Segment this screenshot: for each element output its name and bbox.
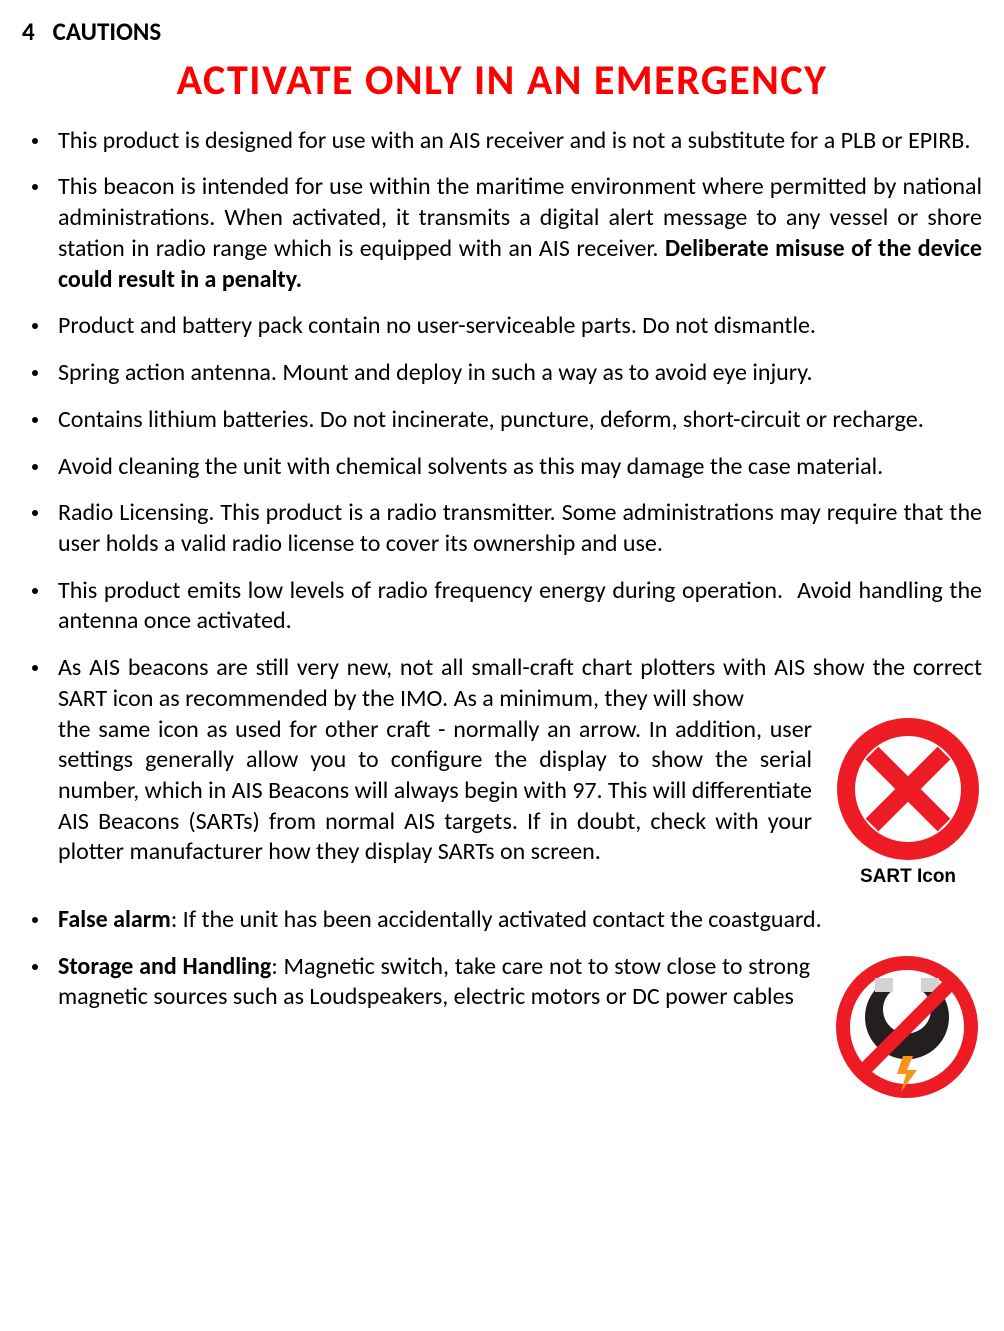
list-item: As AIS beacons are still very new, not a… [32,653,982,889]
no-magnet-icon [832,952,982,1102]
caution-text: This product emits low levels of radio f… [58,576,783,605]
caution-text: Contains lithium batteries. Do not incin… [58,405,924,434]
sart-icon-caption: SART Icon [834,865,982,889]
emergency-warning: ACTIVATE ONLY IN AN EMERGENCY [22,54,982,108]
list-item: Avoid cleaning the unit with chemical so… [32,452,982,483]
list-item: Contains lithium batteries. Do not incin… [32,405,982,436]
caution-label: Storage and Handling [58,952,271,981]
no-magnet-icon-block [832,952,982,1102]
list-item: False alarm: If the unit has been accide… [32,905,982,936]
section-number: 4 [22,16,35,48]
caution-text: the same icon as used for other craft - … [58,715,812,869]
caution-text: Product and battery pack contain no user… [58,311,816,340]
sart-icon-block: SART Icon [834,715,982,889]
caution-text: : If the unit has been accidentally acti… [171,905,822,934]
list-item: Radio Licensing. This product is a radio… [32,498,982,559]
caution-text: As AIS beacons are still very new, not a… [58,653,982,714]
caution-text: Avoid cleaning the unit with chemical so… [58,452,883,481]
caution-label: False alarm [58,905,171,934]
list-item: This product emits low levels of radio f… [32,576,982,637]
section-heading: 4 CAUTIONS [22,16,982,48]
list-item: Spring action antenna. Mount and deploy … [32,358,982,389]
list-item: This product is designed for use with an… [32,126,982,157]
caution-text: This product is designed for use with an… [58,126,970,155]
caution-text: Spring action antenna. Mount and deploy … [58,358,813,387]
list-item: Storage and Handling: Magnetic switch, t… [32,952,982,1102]
list-item: This beacon is intended for use within t… [32,172,982,295]
caution-text: Radio Licensing. This product is a radio… [58,498,982,558]
list-item: Product and battery pack contain no user… [32,311,982,342]
section-title: CAUTIONS [53,16,162,47]
cautions-list: This product is designed for use with an… [22,126,982,1102]
sart-icon [834,715,982,863]
